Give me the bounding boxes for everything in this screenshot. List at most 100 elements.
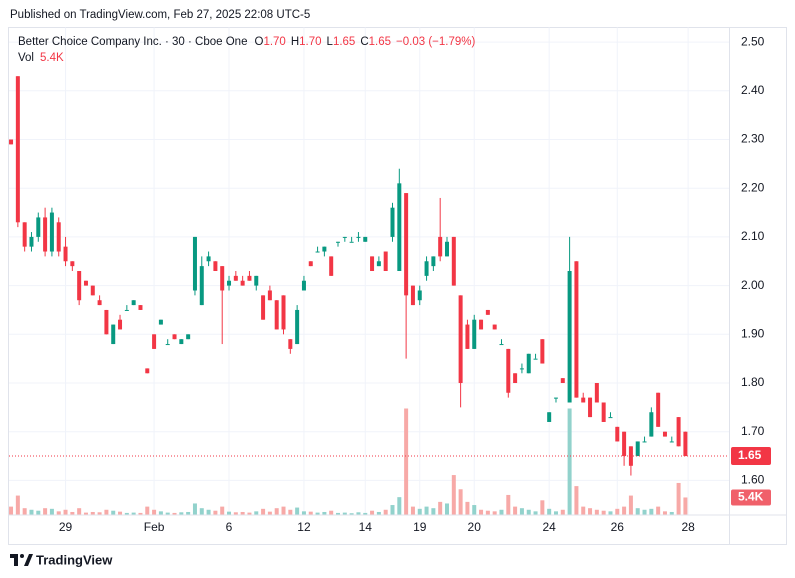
candle-body (145, 368, 150, 374)
ohlc-value: 1.70 (263, 36, 285, 48)
volume-bar (152, 509, 157, 515)
volume-bar (458, 489, 463, 515)
volume-bar (213, 510, 218, 515)
logo-dot (20, 554, 24, 558)
candle-body (43, 217, 48, 252)
volume-bar (118, 511, 123, 515)
volume-bar (247, 512, 252, 515)
volume-bar (438, 501, 443, 515)
candle-body (472, 319, 477, 349)
candle-body (308, 261, 313, 267)
volume-bar (370, 510, 375, 515)
volume-bar (424, 506, 429, 515)
candle-body (111, 324, 116, 345)
candle-body (376, 261, 381, 267)
volume-bar (124, 512, 129, 515)
x-tick-label: 19 (413, 520, 427, 534)
candle-body (615, 426, 620, 442)
ohlc-value: 1.65 (333, 36, 355, 48)
volume-bar (581, 506, 586, 515)
volume-bar (261, 508, 266, 515)
volume-legend: Vol 5.4K (18, 52, 64, 64)
ohlc-value: 1.70 (299, 36, 321, 48)
y-tick-label: 2.00 (741, 278, 765, 292)
candle-body (97, 300, 102, 306)
last-volume-label: 5.4K (738, 490, 764, 504)
candle-body (404, 193, 409, 296)
candle-body (492, 324, 497, 330)
candle-body (104, 309, 109, 335)
volume-label: Vol (18, 52, 34, 64)
candle-body (363, 236, 368, 242)
volume-bar (63, 509, 68, 515)
candle-body (261, 295, 266, 320)
candles (9, 76, 688, 476)
candle-body (683, 431, 688, 457)
candle-body (479, 319, 484, 330)
volume-bar (533, 511, 538, 515)
volume-bar (635, 508, 640, 515)
volume-bar (485, 510, 490, 515)
candle-body (63, 246, 68, 262)
candle-body (138, 305, 143, 310)
volume-bar (404, 408, 409, 515)
volume-bar (36, 510, 41, 515)
volume-bar (336, 512, 341, 515)
candle-body (131, 300, 136, 306)
volume-bar (451, 475, 456, 515)
volume-bar (83, 512, 88, 515)
change: −0.03 (−1.79%) (396, 36, 475, 48)
candle-body (192, 236, 197, 291)
candle-body (383, 251, 388, 271)
candle-body (281, 295, 286, 330)
candle-body (431, 256, 436, 267)
volume-bar (145, 506, 150, 515)
y-tick-label: 2.10 (741, 229, 765, 243)
y-tick-label: 2.20 (741, 180, 765, 194)
candle-body (199, 266, 204, 306)
chart-frame (8, 27, 787, 545)
ohlc-label: H (291, 36, 299, 48)
candle-body (29, 236, 34, 247)
candle-body (83, 280, 88, 286)
volume-bar (519, 508, 524, 515)
volume-bar (322, 511, 327, 515)
volume-bar (608, 511, 613, 515)
candle-body (124, 309, 129, 311)
volume-bar (172, 512, 177, 515)
candle-body (506, 348, 511, 393)
volume-bar (642, 509, 647, 515)
candle-body (342, 236, 347, 238)
volume-bar (315, 512, 320, 515)
candle-body (622, 431, 627, 457)
volume-bar (472, 505, 477, 515)
candle-body (267, 290, 272, 301)
volume-bar (301, 511, 306, 515)
candle-body (206, 256, 211, 262)
candle-body (458, 295, 463, 384)
volume-bar (9, 506, 14, 515)
ohlc-label: C (360, 36, 368, 48)
last-volume-tag (731, 489, 771, 506)
candle-body (451, 236, 456, 286)
volume-bar (615, 508, 620, 515)
candle-body (70, 261, 75, 267)
candle-body (213, 261, 218, 271)
volume-bar (15, 495, 20, 515)
candle-body (165, 344, 170, 346)
candle-body (553, 397, 558, 399)
candle-body (329, 256, 334, 276)
volume-bar (390, 505, 395, 515)
candle-body (179, 339, 184, 345)
volume-bar (70, 511, 75, 515)
volume-bar (22, 508, 27, 515)
volume-bar (410, 506, 415, 515)
volume-bar (104, 509, 109, 515)
volume-bar (295, 507, 300, 515)
volume-bar (662, 511, 667, 515)
candle-body (438, 236, 443, 257)
candle-body (254, 275, 259, 286)
volume-bar (383, 509, 388, 515)
candle-body (233, 275, 238, 281)
